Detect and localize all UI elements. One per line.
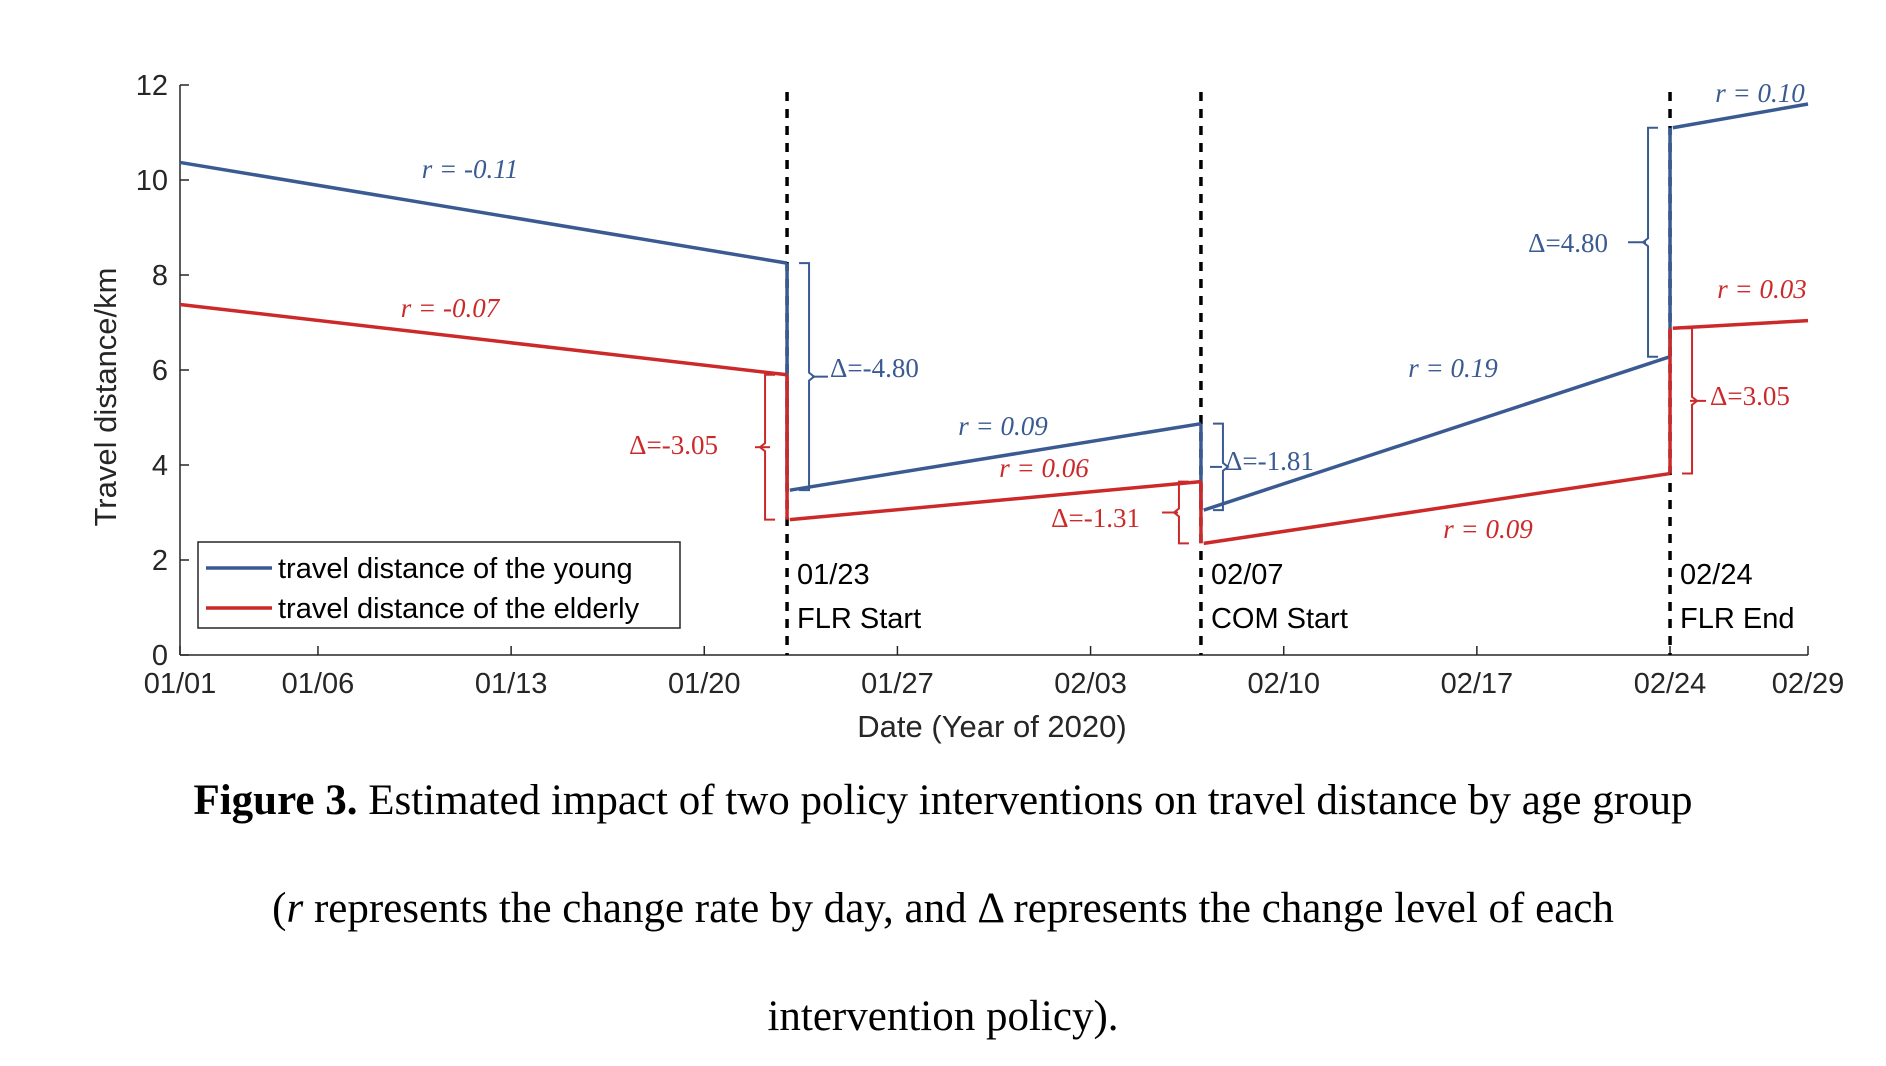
delta-bracket [799,262,816,492]
caption-label: Figure 3. [193,777,358,824]
caption-line2: represents the change rate by day, and Δ… [303,885,1614,932]
y-tick-label: 12 [136,70,168,102]
delta-label: Δ=-4.80 [830,353,919,383]
y-tick-label: 4 [152,450,168,482]
y-tick-label: 6 [152,355,168,387]
delta-label: Δ=4.80 [1528,228,1608,258]
series-line-segment [1203,471,1671,546]
series-line-segment [179,302,788,377]
x-tick-label: 02/24 [1634,668,1707,700]
rate-label: r = 0.09 [958,411,1048,441]
x-tick-label: 02/29 [1772,668,1845,700]
x-axis-label: Date (Year of 2020) [857,709,1126,744]
figure-caption-line3: intervention policy). [40,990,1846,1044]
series-line-segment [789,421,1202,492]
event-name-label: COM Start [1211,603,1348,635]
delta-label: Δ=-1.31 [1051,503,1140,533]
y-tick-label: 0 [152,640,168,672]
y-tick-label: 10 [136,165,168,197]
y-tick-label: 8 [152,260,168,292]
series-line-segment [789,479,1202,522]
delta-label: Δ=-1.81 [1225,446,1314,476]
chart: 0 2 4 6 8 10 12 01/01 01/06 01/13 01/20 01/27 02/03 0… [88,70,1845,744]
x-tick-label: 02/10 [1247,668,1320,700]
legend-entry: travel distance of the young [278,553,633,585]
x-tick-label: 02/17 [1441,668,1514,700]
x-tick-label: 01/06 [282,668,355,700]
series-line-segment [179,160,788,265]
delta-bracket [1212,422,1230,512]
x-tick-label: 01/13 [475,668,548,700]
rate-label: r = -0.11 [422,154,518,184]
figure-caption-line2: (r represents the change rate by day, an… [272,885,1614,932]
x-tick-label: 01/01 [144,668,217,700]
y-axis-label: Travel distance/km [88,268,123,527]
event-name-label: FLR End [1680,603,1794,635]
figure-caption: Figure 3. Estimated impact of two policy… [40,774,1846,828]
x-tick-label: 01/20 [668,668,741,700]
series-line-segment [1672,102,1809,130]
rate-label: r = -0.07 [401,293,501,323]
series-line-segment [1203,355,1671,512]
event-lines: 01/23 FLR Start 02/07 COM Start 02/24 FLR End [785,92,1794,655]
caption-line1: Estimated impact of two policy intervent… [368,777,1693,824]
rate-label: r = 0.09 [1443,514,1533,544]
chart-legend: travel distance of the young travel dista… [197,541,681,629]
x-tick-label: 01/27 [861,668,934,700]
caption-r-symbol: r [286,885,304,932]
chart-axes: 0 2 4 6 8 10 12 01/01 01/06 01/13 01/20 01/27 02/03 0… [136,70,1845,700]
caption-line3: intervention policy). [767,993,1119,1040]
rate-label: r = 0.19 [1408,353,1498,383]
delta-label: Δ=3.05 [1710,381,1790,411]
legend-box [197,541,681,629]
rate-label: r = 0.10 [1715,78,1805,108]
series-line-segment [1672,318,1809,330]
rate-label: r = 0.03 [1717,274,1806,304]
legend-entry: travel distance of the elderly [278,593,640,625]
y-tick-label: 2 [152,545,168,577]
chart-series [179,102,1809,546]
event-name-label: FLR Start [797,603,921,635]
chart-annotations: r = -0.11 r = 0.09 r = 0.19 r = 0.10 r = -0.… [401,78,1807,545]
rate-label: r = 0.06 [999,453,1089,483]
event-date-label: 02/24 [1680,559,1753,591]
delta-label: Δ=-3.05 [629,430,718,460]
event-date-label: 01/23 [797,559,870,591]
x-tick-label: 02/03 [1054,668,1127,700]
event-date-label: 02/07 [1211,559,1284,591]
